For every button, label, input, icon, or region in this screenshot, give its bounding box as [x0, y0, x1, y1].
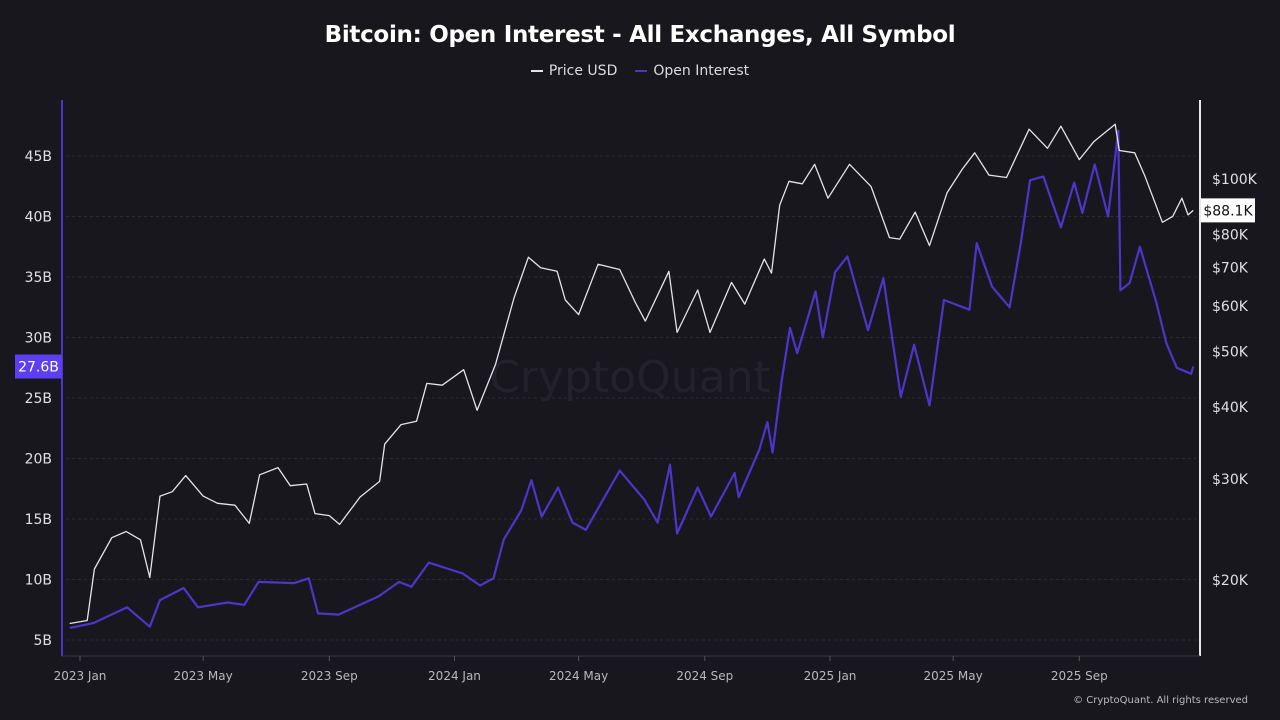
left-tick-label: 25B: [25, 391, 52, 407]
right-tick-label: $100K: [1212, 172, 1258, 188]
x-tick-label: 2023 Jan: [54, 669, 107, 683]
legend-swatch-price: [530, 70, 543, 72]
x-tick-label: 2023 May: [174, 669, 233, 683]
legend-swatch-open-interest: [635, 70, 648, 72]
series-line-open-interest: [69, 129, 1195, 629]
x-tick-label: 2025 May: [924, 669, 983, 683]
price-current-badge: [1201, 198, 1255, 223]
copyright: © CryptoQuant. All rights reserved: [1073, 695, 1248, 706]
left-tick-label: 20B: [25, 452, 52, 468]
left-tick-label: 40B: [25, 210, 52, 226]
legend-item-open-interest[interactable]: Open Interest: [635, 63, 749, 79]
left-tick-label: 30B: [25, 331, 52, 347]
price-current-label: $88.1K: [1203, 203, 1253, 219]
right-tick-label: $30K: [1212, 472, 1249, 488]
legend-label-open-interest: Open Interest: [653, 63, 750, 79]
left-tick-label: 15B: [25, 512, 52, 528]
left-tick-label: 45B: [25, 149, 52, 165]
x-tick-label: 2024 Jan: [428, 669, 481, 683]
series-line-price: [69, 123, 1194, 625]
x-tick-label: 2024 May: [549, 669, 608, 683]
oi-current-label: 27.6B: [18, 360, 59, 376]
right-tick-label: $70K: [1212, 261, 1249, 277]
chart-title: Bitcoin: Open Interest - All Exchanges, …: [324, 22, 956, 48]
oi-current-badge: [15, 354, 62, 379]
x-tick-label: 2024 Sep: [676, 669, 733, 683]
right-tick-label: $60K: [1212, 299, 1249, 315]
right-tick-label: $20K: [1212, 573, 1249, 589]
right-tick-label: $80K: [1212, 227, 1249, 243]
left-tick-label: 5B: [33, 633, 52, 649]
right-tick-label: $50K: [1212, 345, 1249, 361]
left-tick-label: 10B: [25, 573, 52, 589]
left-tick-label: 35B: [25, 270, 52, 286]
legend: Price USD Open Interest: [0, 63, 1280, 79]
x-tick-label: 2025 Sep: [1051, 669, 1108, 683]
right-tick-label: $40K: [1212, 400, 1249, 416]
watermark: CryptoQuant: [489, 352, 771, 403]
legend-label-price: Price USD: [548, 63, 618, 79]
x-tick-label: 2023 Sep: [301, 669, 358, 683]
x-tick-label: 2025 Jan: [804, 669, 857, 683]
legend-item-price[interactable]: Price USD: [530, 63, 618, 79]
